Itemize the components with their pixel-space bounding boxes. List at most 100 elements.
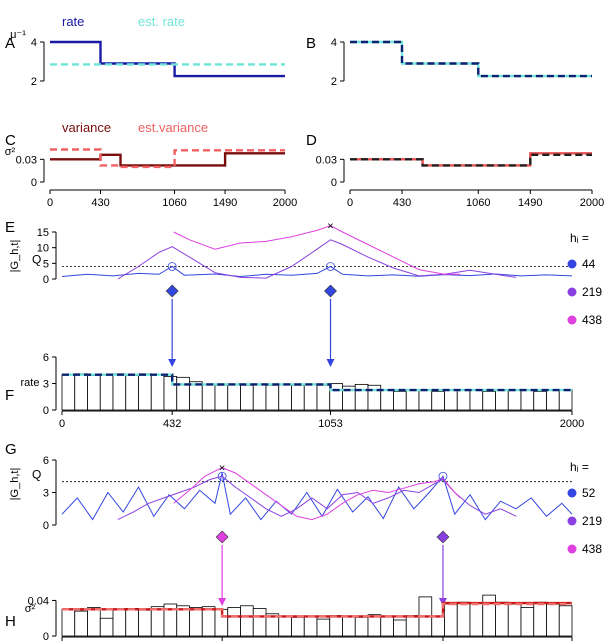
series-line-1 [350, 153, 592, 167]
y-axis-label: |G_h,t| [9, 240, 21, 273]
threshold-label: Q [32, 468, 41, 482]
x-tick-label: 2000 [560, 418, 584, 430]
y-tick-label: 15 [37, 227, 49, 239]
histogram-bar [163, 376, 178, 411]
histogram-bar [342, 616, 356, 637]
histogram-bar [367, 614, 382, 637]
series-line-1 [350, 40, 592, 78]
histogram-bar [125, 608, 139, 637]
y-axis-label: σ² [5, 146, 16, 158]
legend-entry: rate [62, 14, 84, 29]
histogram-bar [444, 603, 458, 637]
y-axis-label: σ̂² [25, 603, 36, 615]
detection-diamond [324, 284, 337, 298]
histogram-bar [303, 383, 318, 411]
y-tick-label: 10 [37, 243, 49, 255]
histogram-bar [546, 390, 560, 411]
y-tick-label: 0.03 [316, 154, 337, 166]
histogram-bar [138, 373, 152, 411]
panel-b: B 2 4 [306, 35, 592, 88]
cross-marker: × [327, 221, 333, 233]
series-line-2 [173, 467, 461, 521]
legend-swatch [567, 516, 577, 526]
histogram-bar [380, 616, 394, 637]
histogram-bar [520, 390, 535, 411]
panel-g: G |G_h,t| Q × 0 3 6 hᵢ = 52 219 438 [5, 441, 602, 606]
series-line-0 [50, 152, 285, 167]
legend-entry: est. rate [138, 14, 185, 29]
peak-circle [167, 262, 177, 271]
y-tick-label: 0 [43, 274, 49, 286]
y-tick-label: 3 [43, 379, 49, 391]
y-tick-label: 6 [43, 455, 49, 467]
x-tick-label: 2000 [580, 197, 604, 209]
series-line-1 [117, 475, 517, 521]
panel-label: A [5, 35, 15, 52]
histogram-bar [558, 389, 573, 411]
series-line-1 [62, 373, 572, 392]
histogram-bar [150, 374, 165, 411]
series-line-2 [173, 225, 461, 275]
histogram-bar [125, 375, 139, 411]
histogram-bar [74, 373, 88, 411]
histogram-bar [291, 384, 305, 411]
histogram-bar [482, 391, 496, 411]
histogram-bar [189, 381, 203, 411]
histogram-bar [176, 376, 190, 411]
histogram-bar [469, 389, 484, 411]
y-tick-label: 0.04 [28, 595, 49, 607]
y-tick-label: 5 [43, 258, 49, 270]
cross-marker: × [219, 463, 225, 475]
legend-swatch [567, 287, 577, 297]
histogram-bar [112, 373, 127, 411]
x-tick-label: 0 [59, 418, 65, 430]
histogram-bar [138, 609, 152, 637]
x-tick-label: 1490 [518, 197, 542, 209]
legend-entry: 438 [582, 313, 602, 327]
histogram-bar [507, 389, 522, 411]
histogram-bar [99, 617, 114, 637]
histogram-bar [227, 383, 241, 411]
panel-label: H [5, 613, 16, 630]
panel-label: D [306, 132, 317, 149]
x-tick-label: 430 [393, 197, 411, 209]
threshold-label: Q [32, 252, 41, 266]
histogram-bar [316, 384, 331, 411]
legend-entry: 52 [582, 486, 596, 500]
histogram-bar [495, 390, 509, 411]
x-tick-label: 430 [91, 197, 109, 209]
legend-entry: 219 [582, 285, 602, 299]
histogram-bar [87, 375, 101, 411]
histogram-bar [431, 616, 445, 637]
histogram-bar [150, 606, 165, 637]
histogram-bar [520, 607, 535, 637]
histogram-bar [240, 384, 254, 411]
histogram-bar [558, 605, 573, 637]
y-axis-label: |G_h,t| [9, 468, 21, 501]
histogram-bar [393, 391, 407, 411]
histogram-bar [354, 616, 369, 637]
legend-entry: est.variance [138, 120, 208, 135]
histogram-bar [533, 601, 547, 637]
histogram-bar [533, 391, 547, 411]
panel-label: F [5, 387, 14, 404]
histogram-bar [456, 601, 471, 637]
x-tick-label: 0 [347, 197, 353, 209]
histogram-bar [112, 608, 127, 637]
x-tick-label: 1060 [162, 197, 186, 209]
x-tick-label: 1053 [318, 418, 342, 430]
y-tick-label: 2 [31, 76, 37, 88]
histogram-bar [405, 615, 420, 637]
y-tick-label: 0 [43, 405, 49, 417]
arrow-head [218, 598, 227, 606]
histogram-bar [252, 608, 267, 637]
y-tick-label: 0 [31, 177, 37, 189]
legend-entry: 438 [582, 542, 602, 556]
histogram-bar [444, 390, 458, 411]
y-tick-label: 4 [31, 37, 37, 49]
bars [61, 373, 573, 411]
legend-entry: 44 [582, 257, 596, 271]
y-tick-label: 4 [331, 37, 337, 49]
legend-entry: variance [62, 120, 111, 135]
